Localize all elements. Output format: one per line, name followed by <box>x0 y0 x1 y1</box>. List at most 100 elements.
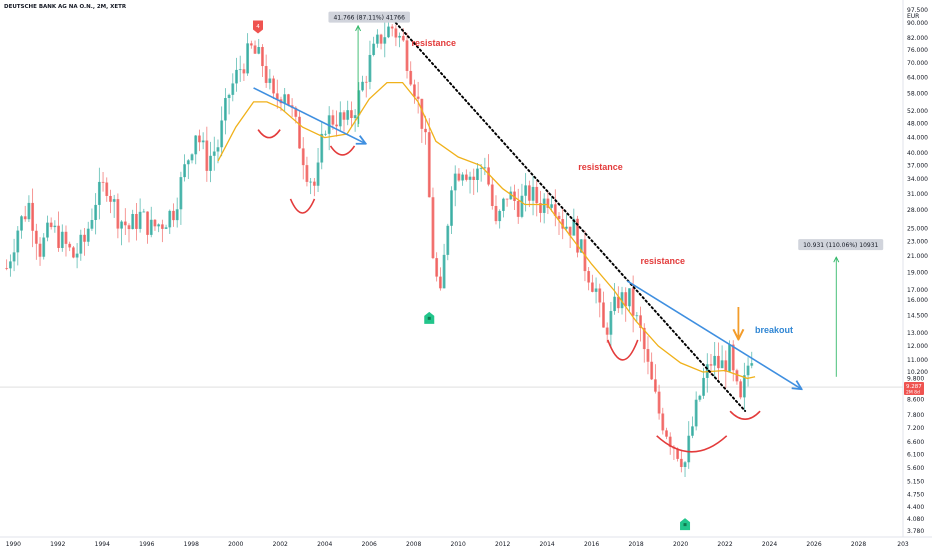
y-tick-label: 34.000 <box>907 176 928 183</box>
candle-body <box>305 165 309 182</box>
candle-body <box>427 132 431 198</box>
candle-body <box>112 199 116 202</box>
candle-body <box>149 219 153 235</box>
y-tick-label: 11.000 <box>907 357 928 364</box>
candle-body <box>616 296 620 309</box>
last-price-tag: 9.287 2M 8d <box>904 382 924 396</box>
candle-body <box>487 167 490 185</box>
candle-body <box>79 234 83 254</box>
candle-body <box>642 327 646 350</box>
candle-body <box>342 112 346 120</box>
candle-body <box>413 84 416 97</box>
price-axis: 97.500 90.000 82.000 76.000 70.000 64.000 58.0… <box>907 7 928 535</box>
candle-body <box>109 195 112 202</box>
candle-body <box>331 115 335 125</box>
candle-body <box>572 218 576 236</box>
candle-body <box>205 140 209 171</box>
overlays-group: 41.766 (87.11%) 41766 10.931 (110.06%) 10… <box>217 11 884 531</box>
candle-body <box>116 199 120 229</box>
candle-body <box>668 436 672 447</box>
candle-body <box>227 94 231 99</box>
measure-label: 41.766 (87.11%) 41766 <box>328 11 410 23</box>
y-tick-label: 13.000 <box>907 330 928 337</box>
candle-body <box>12 252 16 262</box>
y-tick-label: 5.600 <box>907 465 924 472</box>
candle-body <box>350 110 353 119</box>
candle-body <box>631 288 635 316</box>
candle-body <box>327 115 331 134</box>
candle-body <box>594 288 598 292</box>
candle-body <box>101 181 105 183</box>
candle-body <box>587 271 591 283</box>
candle-body <box>357 90 361 116</box>
candle-body <box>324 133 327 135</box>
candle-body <box>86 228 90 242</box>
candle-body <box>42 237 46 257</box>
candle-body <box>635 315 639 317</box>
candle-body <box>387 26 390 38</box>
candle-body <box>312 181 316 186</box>
candle-body <box>720 360 724 369</box>
candle-body <box>653 379 657 392</box>
candle-body <box>190 154 194 161</box>
candle-body <box>527 185 531 201</box>
candle-body <box>346 110 350 120</box>
candle-body <box>372 43 376 55</box>
candle-body <box>483 167 487 169</box>
candle-body <box>609 311 613 335</box>
candle-body <box>75 253 79 258</box>
candle-body <box>713 355 717 366</box>
x-tick-label: 2018 <box>628 541 643 548</box>
candle-body <box>409 70 413 85</box>
candle-body <box>424 128 427 133</box>
blue-trendline <box>626 280 800 389</box>
x-tick-label: 1992 <box>50 541 65 548</box>
candle-body <box>309 181 313 183</box>
candle-body <box>691 426 694 436</box>
candle-body <box>383 37 387 44</box>
measure-label-text: 10.931 (110.06%) 10931 <box>803 242 878 249</box>
candle-body <box>242 69 246 74</box>
candle-body <box>194 135 198 155</box>
y-tick-label: 3.780 <box>907 528 924 535</box>
y-tick-label: 21.000 <box>907 253 928 260</box>
x-tick-label: 2022 <box>717 541 732 548</box>
candle-body <box>735 370 739 382</box>
bottom-arc <box>656 435 728 453</box>
candle-body <box>390 26 394 29</box>
candle-body <box>5 268 9 269</box>
candle-body <box>253 45 257 54</box>
candle-body <box>298 116 301 149</box>
bottom-arc <box>329 145 356 156</box>
x-tick-label: 2002 <box>273 541 288 548</box>
candle-body <box>142 211 146 213</box>
candle-body <box>264 66 268 83</box>
measure-label-text: 41.766 (87.11%) 41766 <box>333 15 405 22</box>
x-tick-label: 1990 <box>6 541 21 548</box>
candle-body <box>146 211 149 235</box>
sell-marker: 4 <box>253 20 263 34</box>
candle-body <box>394 28 398 38</box>
candle-body <box>542 198 546 213</box>
candle-body <box>138 211 142 229</box>
candle-body <box>168 210 172 228</box>
candle-body <box>160 224 164 229</box>
candle-body <box>231 83 235 95</box>
last-price-countdown: 2M 8d <box>906 390 920 396</box>
candle-body <box>268 78 272 83</box>
y-tick-label: 82.000 <box>907 35 928 42</box>
x-tick-label: 2012 <box>495 541 510 548</box>
resistance-label: resistance <box>641 256 686 266</box>
x-tick-label: 2020 <box>673 541 688 548</box>
y-tick-label: 4.080 <box>907 516 924 523</box>
candle-body <box>179 177 183 210</box>
candle-body <box>249 43 253 46</box>
x-tick-label: 2016 <box>584 541 599 548</box>
candle-body <box>728 344 731 372</box>
candle-body <box>335 124 338 127</box>
candle-body <box>731 344 735 371</box>
candle-body <box>175 209 179 221</box>
candle-body <box>576 218 579 253</box>
candle-body <box>201 140 205 143</box>
